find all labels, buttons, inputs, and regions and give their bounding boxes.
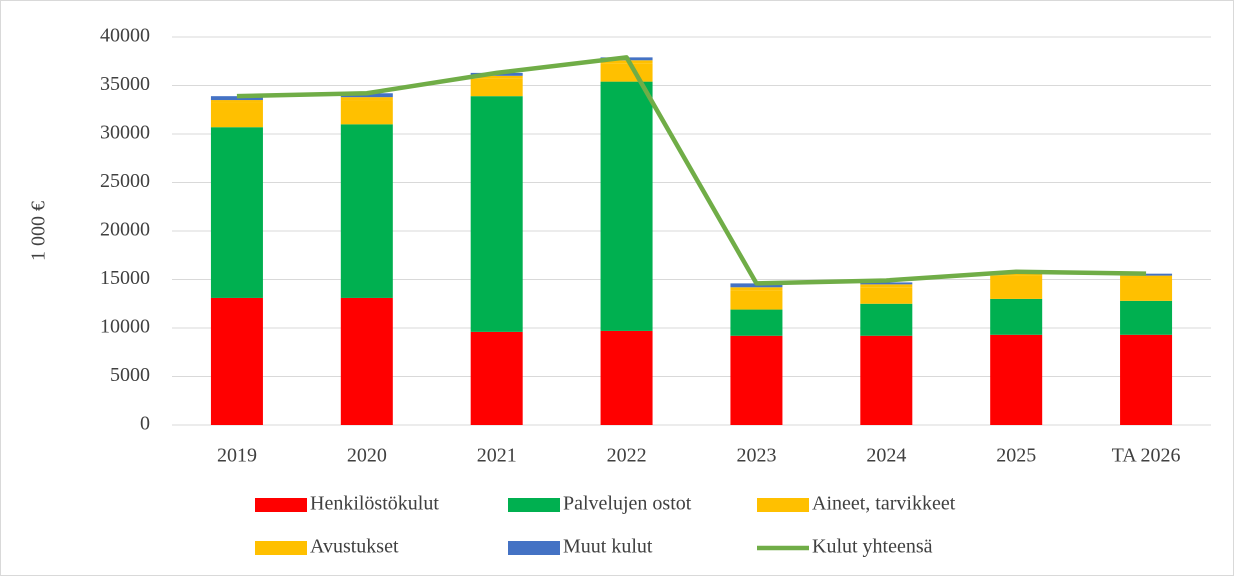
x-tick-label: 2022: [607, 445, 647, 467]
legend-label: Aineet, tarvikkeet: [812, 493, 956, 515]
bar-segment: [860, 335, 913, 425]
y-tick-label: 25000: [100, 170, 150, 192]
y-tick-label: 15000: [100, 267, 150, 289]
legend-swatch: [255, 498, 307, 512]
bar-segment: [1120, 278, 1173, 301]
bar-segment: [1120, 275, 1173, 279]
bar-segment: [210, 127, 263, 298]
bar-segment: [990, 275, 1043, 299]
bar-segment: [470, 78, 523, 97]
bar-segment: [990, 334, 1043, 425]
bar-segment: [210, 297, 263, 425]
bar-segment: [340, 297, 393, 425]
y-tick-label: 35000: [100, 73, 150, 95]
legend-label: Kulut yhteensä: [812, 536, 933, 558]
y-tick-label: 30000: [100, 122, 150, 144]
bar-segment: [470, 331, 523, 425]
bar-segment: [210, 102, 263, 128]
x-tick-label: 2019: [217, 445, 257, 467]
bar-segment: [470, 96, 523, 332]
bar-segment: [600, 81, 653, 331]
y-tick-label: 10000: [100, 316, 150, 338]
y-axis-label: 1 000 €: [28, 201, 50, 261]
bar-segment: [340, 97, 393, 101]
legend-label: Avustukset: [310, 536, 399, 558]
bar-segment: [990, 272, 1043, 276]
x-tick-label: 2024: [866, 445, 906, 467]
bar-segment: [600, 330, 653, 425]
bar-segment: [600, 63, 653, 82]
bar-segment: [730, 287, 783, 291]
bar-segment: [210, 100, 263, 103]
bar-segment: [340, 124, 393, 298]
bar-segment: [860, 303, 913, 336]
legend-swatch: [255, 541, 307, 555]
x-tick-label: 2021: [477, 445, 517, 467]
bar-segment: [730, 335, 783, 425]
x-tick-label: 2023: [736, 445, 776, 467]
bar-segment: [1120, 334, 1173, 425]
bar-segment: [340, 100, 393, 125]
x-tick-label: 2025: [996, 445, 1036, 467]
y-tick-label: 20000: [100, 219, 150, 241]
bar-segment: [1120, 300, 1173, 335]
bar-segment: [210, 96, 263, 101]
legend-swatch: [508, 498, 560, 512]
bar-segment: [730, 290, 783, 310]
legend-label: Henkilöstökulut: [310, 493, 439, 515]
bar-segment: [990, 298, 1043, 335]
bar-segment: [730, 309, 783, 336]
bar-segment: [860, 287, 913, 304]
bar-segment: [860, 284, 913, 288]
legend-swatch: [508, 541, 560, 555]
x-tick-label: TA 2026: [1112, 445, 1181, 467]
y-tick-label: 5000: [110, 364, 150, 386]
total-line: [236, 55, 1147, 286]
bar-segment: [470, 75, 523, 79]
bar-segment: [1120, 273, 1173, 276]
y-tick-label: 40000: [100, 25, 150, 47]
y-tick-label: 0: [140, 413, 150, 435]
legend-label: Muut kulut: [563, 536, 653, 558]
legend-label: Palvelujen ostot: [563, 493, 692, 515]
x-tick-label: 2020: [347, 445, 387, 467]
legend-swatch: [757, 498, 809, 512]
bar-segment: [860, 282, 913, 285]
